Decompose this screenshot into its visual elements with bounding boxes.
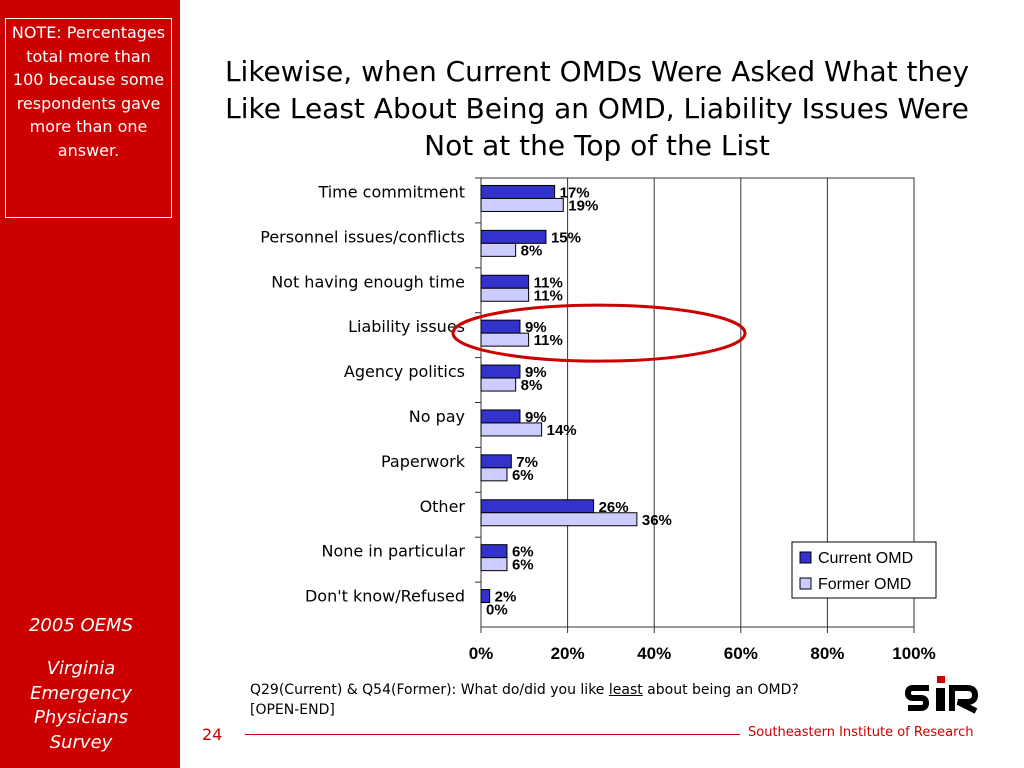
- data-label-current: 7%: [516, 454, 538, 471]
- legend-label: Current OMD: [818, 550, 913, 567]
- data-label-current: 2%: [495, 589, 517, 606]
- bar-current: [480, 274, 530, 289]
- data-label-former: 6%: [512, 467, 534, 484]
- data-label-former: 8%: [521, 377, 543, 394]
- bar-former: [480, 557, 508, 572]
- bar-former: [480, 512, 638, 527]
- page-number: 24: [202, 725, 223, 744]
- data-label-current: 9%: [525, 364, 547, 381]
- data-label-current: 11%: [534, 274, 563, 291]
- bar-chart: 0% 20% 40% 60% 80% 100% Time commitment 17%19% P…: [260, 177, 937, 663]
- organization-name: Southeastern Institute of Research: [748, 725, 974, 740]
- bar-current: [480, 499, 595, 514]
- highlight-ellipse: [451, 303, 747, 363]
- bar-former: [480, 287, 530, 302]
- sidebar-survey-name: Virginia Emergency Physicians Survey: [30, 658, 132, 753]
- data-label-former: 14%: [547, 422, 577, 439]
- category-label: Not having enough time: [271, 272, 465, 291]
- bar-current: [480, 364, 521, 379]
- bar-current: [480, 544, 508, 559]
- note-box: NOTE: Percentages total more than 100 be…: [5, 18, 172, 218]
- data-label-former: 19%: [568, 197, 598, 214]
- bar-former: [480, 242, 517, 257]
- x-tick-label: 0%: [469, 644, 494, 663]
- slide-title: Likewise, when Current OMDs Were Asked W…: [224, 55, 970, 162]
- question-footnote: Q29(Current) & Q54(Former): What do/did …: [250, 680, 890, 720]
- data-label-former: 11%: [534, 332, 563, 349]
- category-label: Don't know/Refused: [305, 587, 465, 606]
- bar-current: [480, 589, 491, 604]
- bar-current: [480, 409, 521, 424]
- data-label-former: 0%: [486, 602, 508, 619]
- data-label-former: 6%: [512, 557, 534, 574]
- bar-former: [480, 332, 530, 347]
- data-label-current: 6%: [512, 544, 534, 561]
- footnote-line2: [OPEN-END]: [250, 702, 335, 718]
- sidebar-survey-year: 2005 OEMS: [28, 615, 134, 636]
- category-label: Paperwork: [381, 452, 466, 471]
- data-label-former: 36%: [642, 512, 672, 529]
- category-label: Other: [420, 497, 466, 516]
- category-label: No pay: [409, 407, 465, 426]
- data-label-current: 9%: [525, 409, 547, 426]
- bar-former: [480, 377, 517, 392]
- category-label: Agency politics: [344, 362, 465, 381]
- data-label-current: 9%: [525, 319, 547, 336]
- legend-label: Former OMD: [818, 576, 911, 593]
- x-tick-label: 20%: [551, 644, 585, 663]
- bar-current: [480, 184, 556, 199]
- category-label: None in particular: [321, 542, 465, 561]
- bar-former: [480, 467, 508, 482]
- footnote-emphasis: least: [608, 682, 643, 698]
- footer-divider: [245, 734, 740, 735]
- bar-current: [480, 454, 512, 469]
- category-label: Personnel issues/conflicts: [260, 227, 465, 246]
- data-label-former: 8%: [521, 242, 543, 259]
- footnote-prefix: Q29(Current) & Q54(Former): What do/did …: [250, 682, 609, 698]
- bar-former: [480, 422, 543, 437]
- footnote-suffix: about being an OMD?: [642, 682, 799, 698]
- x-tick-label: 100%: [892, 644, 935, 663]
- legend-swatch: [799, 551, 812, 564]
- data-label-current: 15%: [551, 229, 581, 246]
- x-tick-label: 80%: [810, 644, 844, 663]
- sir-logo-icon: [905, 676, 979, 714]
- data-label-former: 11%: [534, 287, 563, 304]
- x-tick-label: 40%: [637, 644, 671, 663]
- x-tick-label: 60%: [724, 644, 758, 663]
- category-label: Liability issues: [348, 317, 465, 336]
- category-label: Time commitment: [317, 182, 465, 201]
- data-label-current: 26%: [599, 499, 629, 516]
- legend-swatch: [799, 577, 812, 590]
- data-label-current: 17%: [560, 184, 590, 201]
- bar-current: [480, 319, 521, 334]
- bar-former: [480, 197, 564, 212]
- sidebar: NOTE: Percentages total more than 100 be…: [0, 0, 180, 768]
- legend-box: [791, 541, 937, 599]
